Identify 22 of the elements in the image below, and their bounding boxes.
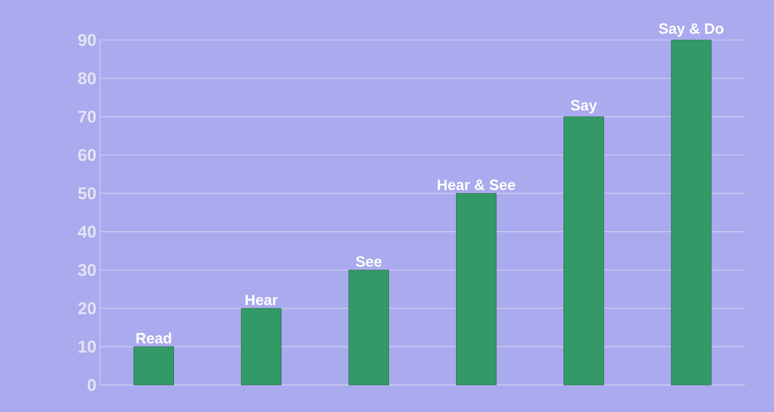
bar [671, 40, 712, 386]
bar [241, 308, 282, 386]
x-tick-label: Read [136, 332, 172, 344]
bar [564, 116, 604, 386]
y-tick-label: 60 [78, 149, 96, 161]
x-tick-label: Hear & See [438, 180, 516, 190]
bar [134, 346, 174, 386]
y-tick-label: 20 [78, 302, 96, 314]
y-tick-label: 90 [78, 34, 96, 46]
y-tick-label: 70 [78, 110, 96, 123]
x-tick-label: Hear [246, 294, 278, 306]
bar [456, 193, 496, 386]
y-tick-label: 30 [78, 264, 96, 276]
x-tick-label: Say [570, 100, 597, 114]
x-tick-label: Say & Do [658, 23, 724, 37]
y-tick-label: 40 [78, 226, 96, 238]
y-tick-label: 10 [78, 340, 96, 353]
bar [348, 270, 389, 386]
x-tick-label: See [356, 256, 382, 267]
y-tick-label: 0 [88, 379, 96, 391]
y-tick-label: 50 [78, 187, 96, 200]
y-tick-label: 80 [78, 72, 96, 84]
